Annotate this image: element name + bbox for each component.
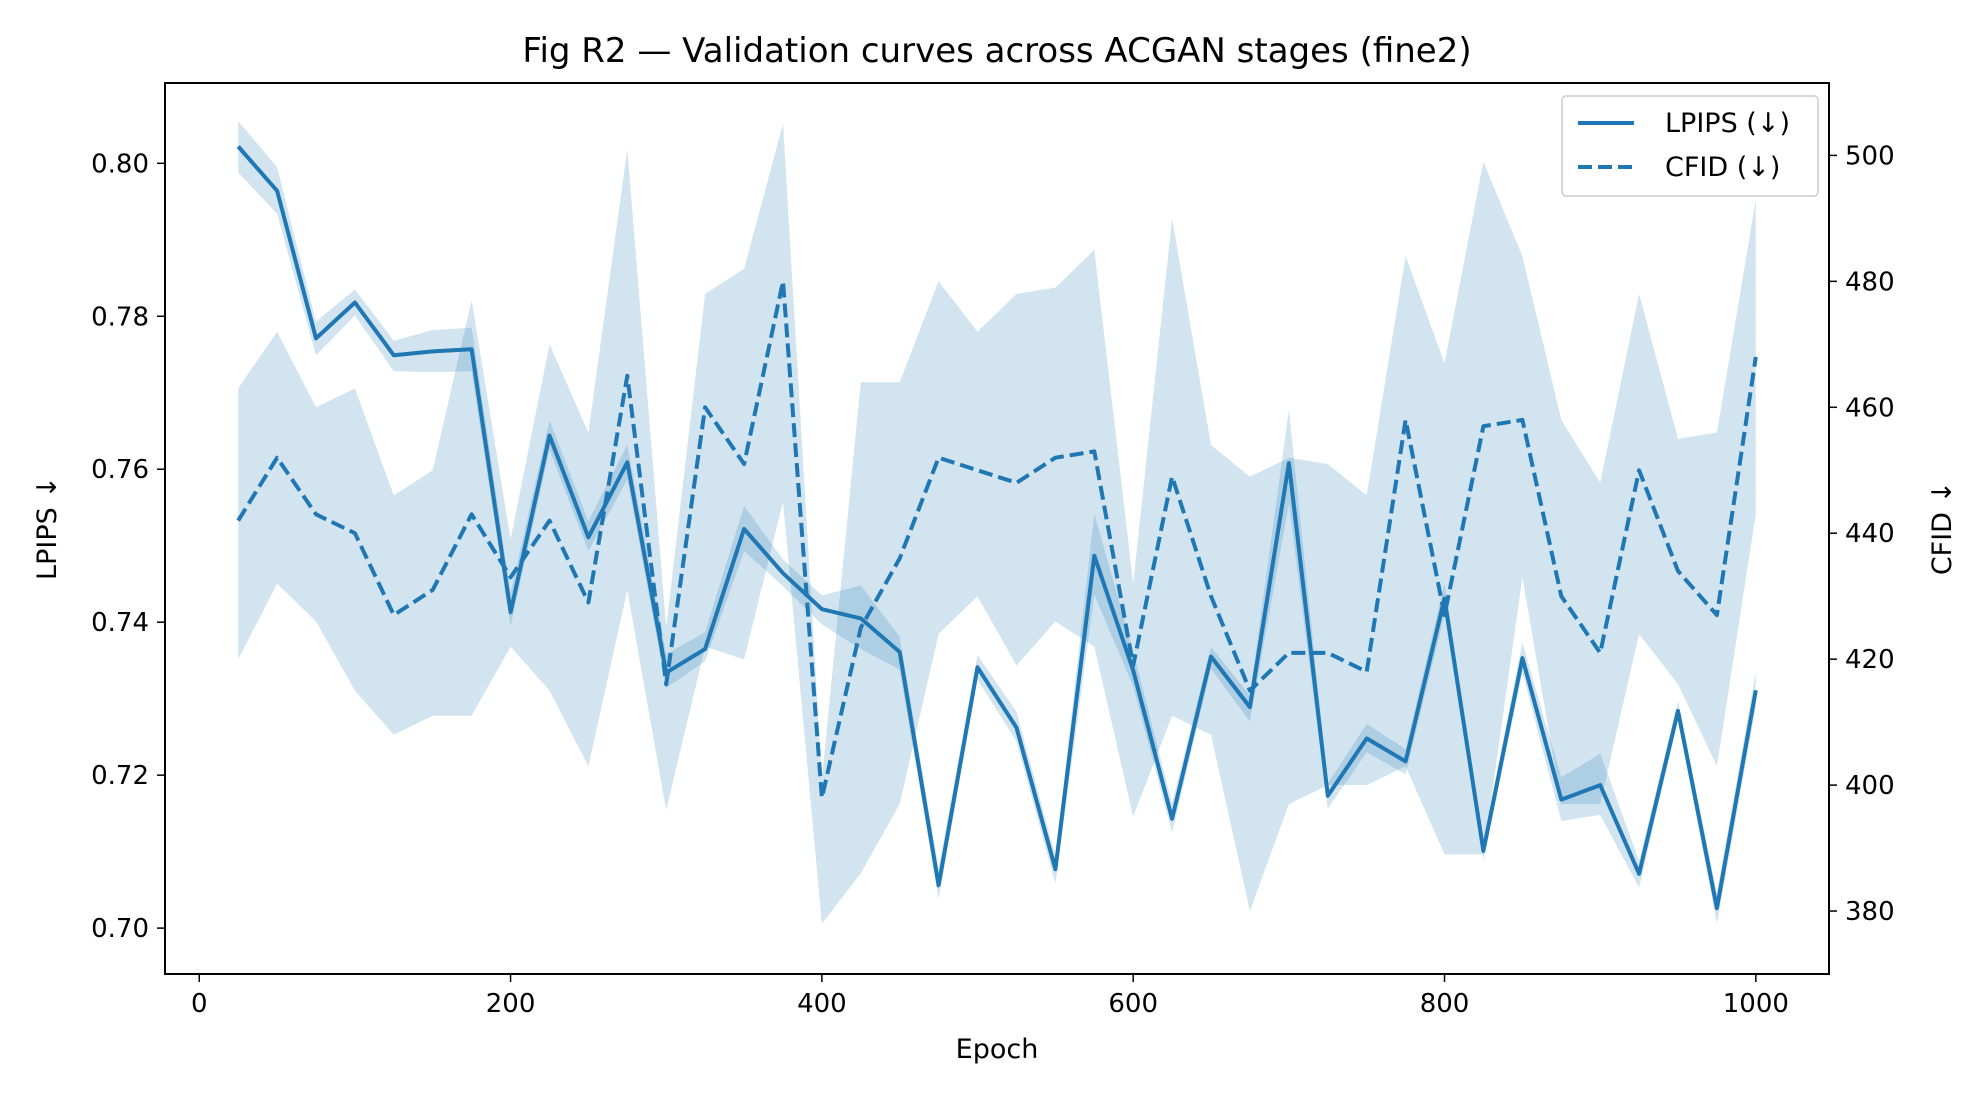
x-axis: 0 200 400 600 800 1000 [191,974,1789,1019]
line-cfid [236,279,1758,800]
y-right-tick-label: 440 [1845,519,1895,549]
y-left-tick-label: 0.72 [91,761,149,791]
y-right-tick-label: 500 [1845,141,1895,171]
y-left-tick-label: 0.76 [91,455,149,485]
y-right-tick-label: 480 [1845,267,1895,297]
x-axis-label: Epoch [956,1034,1039,1065]
x-tick-label: 200 [486,989,536,1019]
y-left-tick-label: 0.74 [91,608,149,638]
legend-label-lpips: LPIPS (↓) [1665,108,1790,139]
band-cfid [238,123,1756,924]
y-right-tick-label: 380 [1845,897,1895,927]
y-axis-left-label: LPIPS ↓ [32,476,63,580]
y-axis-right-label: CFID ↓ [1927,481,1958,575]
x-tick-label: 600 [1108,989,1158,1019]
y-right-tick-label: 460 [1845,393,1895,423]
plot-frame [164,82,1830,975]
legend-label-cfid: CFID (↓) [1665,152,1780,183]
y-left-tick-label: 0.70 [91,914,149,944]
x-tick-label: 400 [797,989,847,1019]
y-right-tick-label: 400 [1845,771,1895,801]
x-tick-label: 0 [191,989,208,1019]
y-left-tick-label: 0.78 [91,302,149,332]
x-tick-label: 800 [1420,989,1470,1019]
plot-area [236,121,1758,924]
y-left-tick-label: 0.80 [91,149,149,179]
chart-title: Fig R2 — Validation curves across ACGAN … [522,31,1471,71]
x-tick-label: 1000 [1723,989,1789,1019]
legend: LPIPS (↓) CFID (↓) [1561,95,1819,197]
y-axis-right: 380 400 420 440 460 480 500 [1829,141,1895,927]
y-axis-left: 0.70 0.72 0.74 0.76 0.78 0.80 [91,149,165,944]
line-lpips [236,145,1758,911]
y-right-tick-label: 420 [1845,645,1895,675]
